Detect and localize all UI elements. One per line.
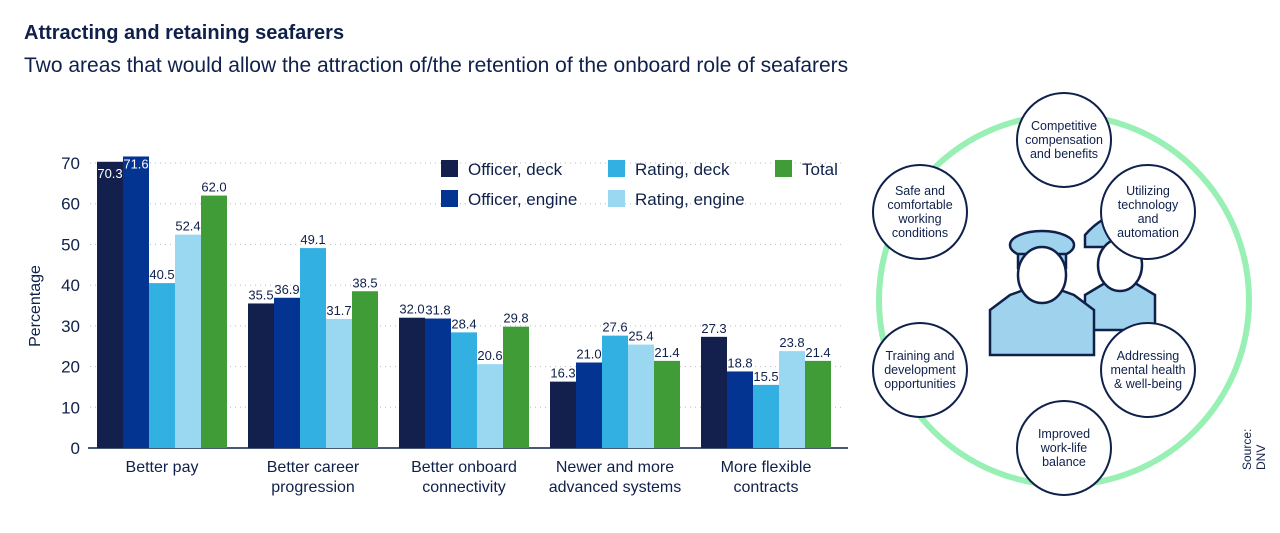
y-tick-label: 50 xyxy=(61,235,80,254)
bar xyxy=(300,248,326,448)
benefit-circle: Utilizing technology and automation xyxy=(1100,164,1196,260)
bar xyxy=(274,297,300,448)
data-label: 52.4 xyxy=(175,219,200,234)
legend-label: Rating, engine xyxy=(635,190,745,209)
data-label: 32.0 xyxy=(399,302,424,317)
data-label: 49.1 xyxy=(300,232,325,247)
bar xyxy=(352,291,378,448)
legend-label: Total xyxy=(802,160,838,179)
bar xyxy=(477,364,503,448)
bar xyxy=(248,303,274,448)
y-tick-label: 20 xyxy=(61,358,80,377)
benefit-circle: Addressing mental health & well-being xyxy=(1100,322,1196,418)
benefit-circle: Competitive compensation and benefits xyxy=(1016,92,1112,188)
legend-swatch xyxy=(608,160,625,177)
data-label: 36.9 xyxy=(274,282,299,297)
y-tick-label: 40 xyxy=(61,276,80,295)
legend-swatch xyxy=(441,160,458,177)
bar xyxy=(602,335,628,448)
benefit-circle: Improved work-life balance xyxy=(1016,400,1112,496)
bar xyxy=(779,351,805,448)
x-tick-label: Newer and more xyxy=(556,459,674,476)
data-label: 62.0 xyxy=(201,180,226,195)
bar xyxy=(425,318,451,448)
data-label: 71.6 xyxy=(123,156,148,171)
data-label: 21.4 xyxy=(805,345,830,360)
bar xyxy=(628,344,654,448)
legend-label: Officer, deck xyxy=(468,160,563,179)
data-label: 15.5 xyxy=(753,369,778,384)
bar xyxy=(326,318,352,448)
data-label: 16.3 xyxy=(550,366,575,381)
bar xyxy=(550,381,576,448)
data-label: 25.4 xyxy=(628,329,653,344)
bar xyxy=(727,371,753,448)
data-label: 18.8 xyxy=(727,355,752,370)
legend-swatch xyxy=(441,190,458,207)
data-label: 29.8 xyxy=(503,311,528,326)
x-tick-label: Better pay xyxy=(126,459,199,476)
chart-title: Attracting and retaining seafarers xyxy=(24,22,345,44)
bar xyxy=(753,384,779,448)
bar xyxy=(451,332,477,448)
benefit-circle: Training and development opportunities xyxy=(872,322,968,418)
y-tick-label: 70 xyxy=(61,154,80,173)
legend-swatch xyxy=(775,160,792,177)
legend-swatch xyxy=(608,190,625,207)
x-tick-label: progression xyxy=(271,479,355,496)
bar xyxy=(805,360,831,448)
x-tick-label: advanced systems xyxy=(549,479,682,496)
y-axis-label: Percentage xyxy=(27,265,44,347)
data-label: 31.8 xyxy=(425,303,450,318)
data-label: 35.5 xyxy=(248,287,273,302)
benefit-circle: Safe and comfortable working conditions xyxy=(872,164,968,260)
bar-chart: 0 10 20 30 40 50 60 70 Percentage 70.371.6 40.5 52.… xyxy=(27,154,848,496)
bar xyxy=(701,336,727,448)
legend-label: Officer, engine xyxy=(468,190,577,209)
x-tick-label: Better career xyxy=(267,459,360,476)
bar xyxy=(97,161,123,448)
bar xyxy=(175,234,201,448)
source-label: Source: DNV xyxy=(1240,428,1268,470)
data-label: 70.3 xyxy=(97,166,122,181)
data-label: 40.5 xyxy=(149,267,174,282)
y-tick-label: 0 xyxy=(71,439,80,458)
bar xyxy=(576,362,602,448)
data-label: 31.7 xyxy=(326,303,351,318)
bar xyxy=(503,326,529,448)
data-label: 23.8 xyxy=(779,335,804,350)
x-tick-label: More flexible xyxy=(721,459,812,476)
x-tick-label: Better onboard xyxy=(411,459,517,476)
bar xyxy=(149,283,175,448)
data-label: 21.4 xyxy=(654,345,679,360)
bar xyxy=(123,156,149,448)
y-tick-label: 60 xyxy=(61,195,80,214)
data-label: 27.6 xyxy=(602,320,627,335)
bar xyxy=(399,317,425,448)
x-tick-label: contracts xyxy=(734,479,799,496)
bar xyxy=(201,195,227,448)
data-label: 21.0 xyxy=(576,347,601,362)
y-tick-label: 10 xyxy=(61,398,80,417)
legend-label: Rating, deck xyxy=(635,160,730,179)
x-tick-label: connectivity xyxy=(422,479,506,496)
data-label: 20.6 xyxy=(477,348,502,363)
data-label: 38.5 xyxy=(352,275,377,290)
data-label: 28.4 xyxy=(451,316,476,331)
bar xyxy=(654,360,680,448)
chart-subtitle: Two areas that would allow the attractio… xyxy=(24,54,849,77)
data-label: 27.3 xyxy=(701,321,726,336)
y-tick-label: 30 xyxy=(61,317,80,336)
